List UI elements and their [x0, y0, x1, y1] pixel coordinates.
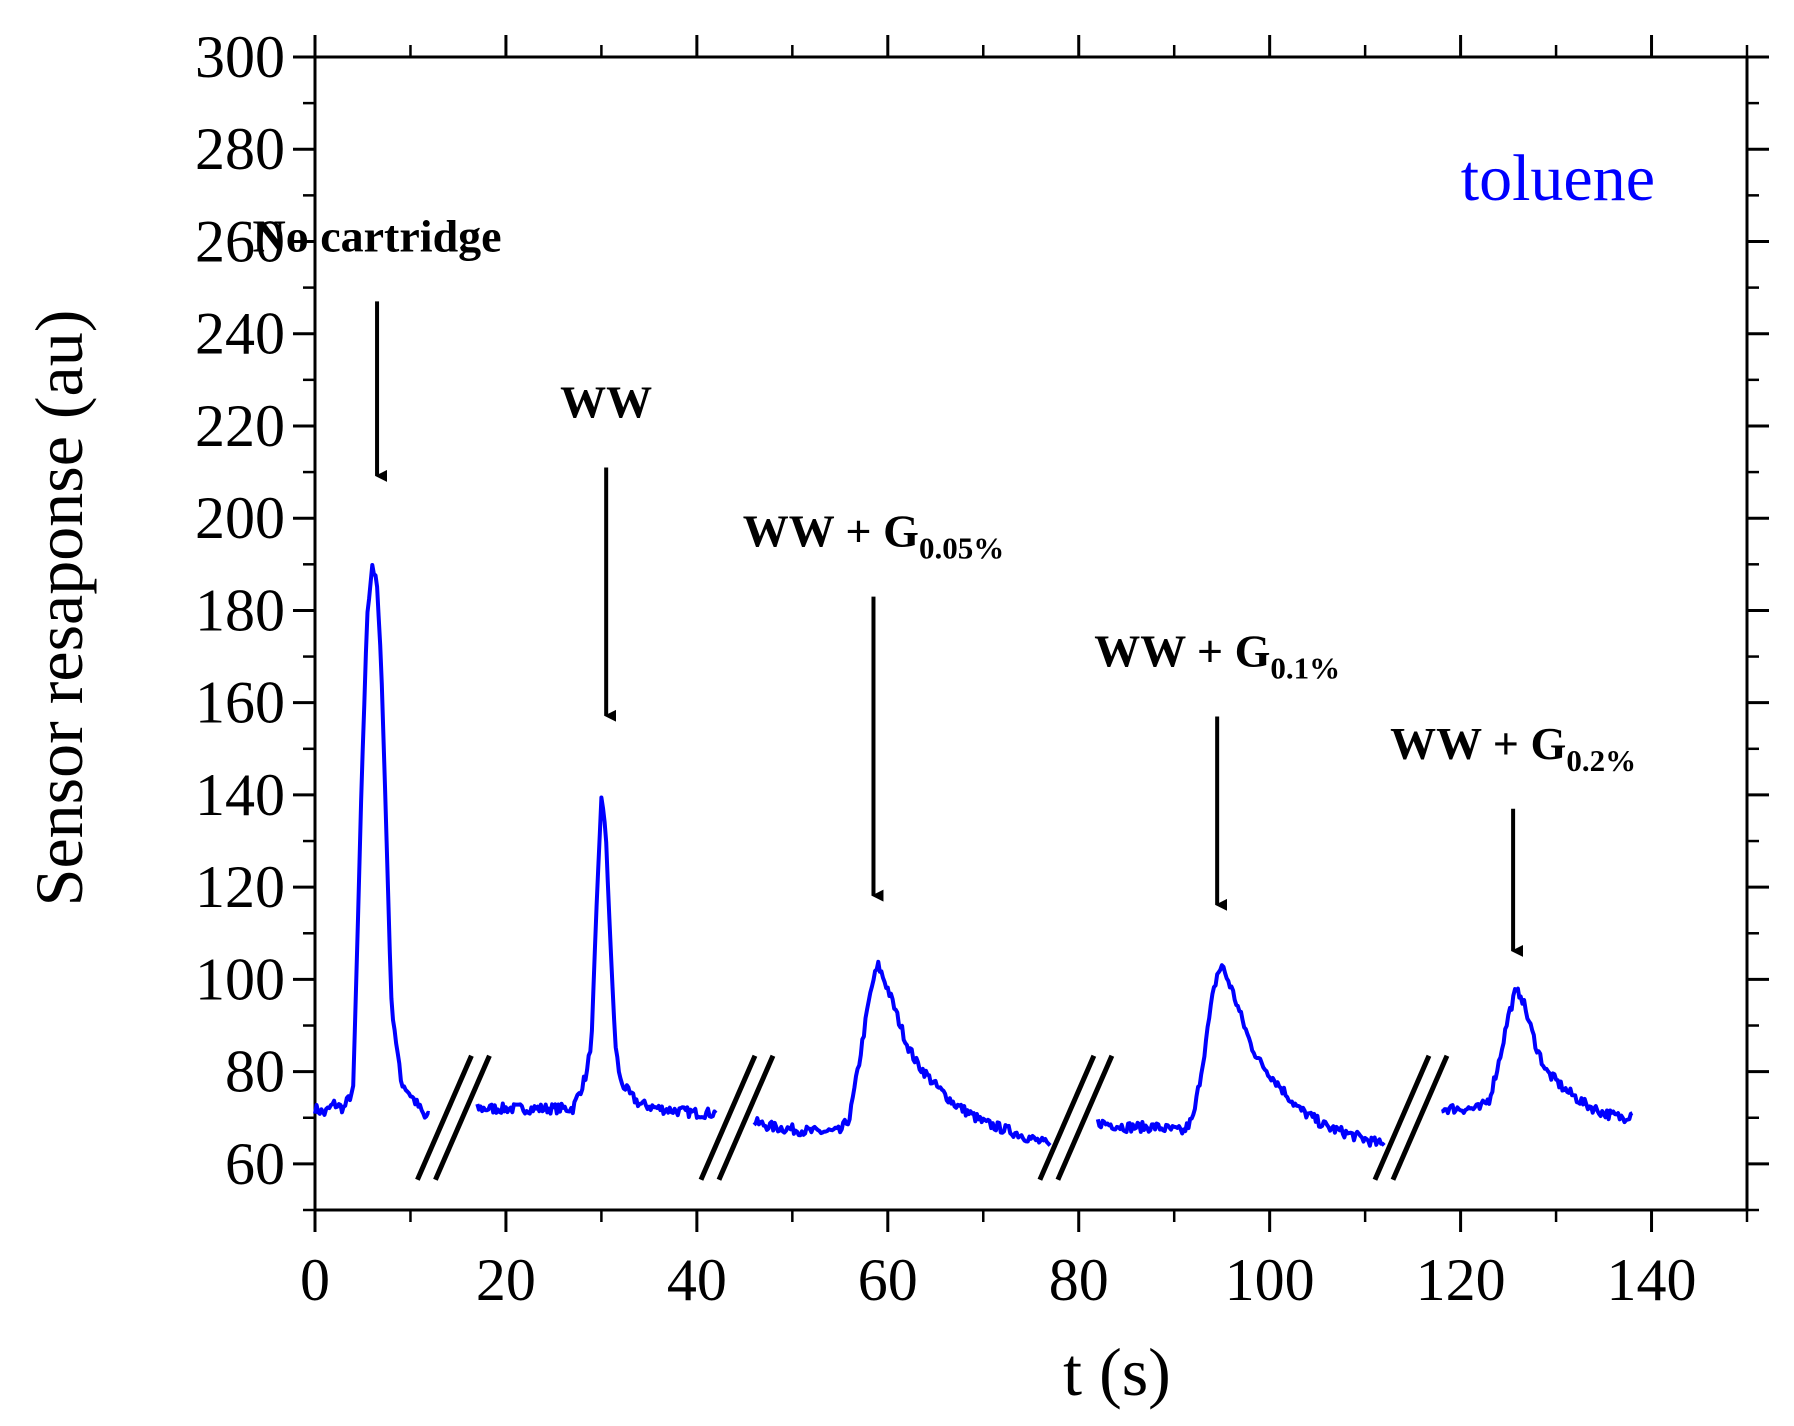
- plot-border: [313, 55, 1749, 1212]
- annotation-subscript: 0.05%: [919, 531, 1004, 566]
- x-tick-label: 140: [1607, 1247, 1697, 1313]
- y-tick-label: 100: [195, 946, 285, 1012]
- x-tick-label: 80: [1049, 1247, 1109, 1313]
- y-tick-label: 300: [195, 24, 285, 90]
- series-layer: [313, 563, 1634, 1148]
- y-tick-label: 200: [195, 485, 285, 551]
- annotation-main-text: WW + G: [743, 506, 919, 557]
- series-line-segment: [475, 795, 718, 1121]
- axis-break-slash: [1037, 1054, 1097, 1181]
- x-tick-label: 120: [1416, 1247, 1506, 1313]
- x-axis-title: t (s): [1063, 1334, 1171, 1410]
- axis-break-slash: [1055, 1054, 1115, 1181]
- axis-break-slash: [1372, 1054, 1432, 1181]
- y-tick-label: 160: [195, 670, 285, 736]
- x-tick-label: 0: [300, 1247, 330, 1313]
- y-tick-label: 120: [195, 854, 285, 920]
- y-tick-label: 260: [195, 208, 285, 274]
- annotation-label: WW: [560, 376, 652, 427]
- axis-break-slash: [716, 1054, 776, 1181]
- annotation-subscript: 0.1%: [1270, 651, 1340, 686]
- x-axis-ticks: 0 20 40 60 80 100 120 140: [300, 35, 1749, 1313]
- axis-break-layer: [415, 1054, 1450, 1181]
- annotation-main-text: WW + G: [1390, 718, 1566, 769]
- y-tick-label: 140: [195, 762, 285, 828]
- x-tick-label: 100: [1225, 1247, 1315, 1313]
- y-tick-label: 60: [225, 1131, 285, 1197]
- annotation-main-text: WW + G: [1094, 626, 1270, 677]
- annotation-subscript: 0.2%: [1566, 743, 1636, 778]
- y-tick-label: 280: [195, 116, 285, 182]
- legend-label-toluene: toluene: [1461, 142, 1655, 215]
- annotation-label: WW + G0.1%: [1094, 626, 1340, 686]
- y-tick-label: 180: [195, 577, 285, 643]
- plot-frame: [313, 55, 1749, 1212]
- series-line-segment: [1441, 986, 1634, 1125]
- y-tick-label: 240: [195, 301, 285, 367]
- axis-break-slash: [698, 1054, 758, 1181]
- series-line-segment: [313, 563, 430, 1120]
- y-axis-ticks: 60 80 100 120 140 160 180 200 220 240 260 280 300: [195, 24, 1769, 1212]
- axis-break-slash: [433, 1054, 492, 1181]
- x-tick-label: 40: [667, 1247, 727, 1313]
- series-line-segment: [752, 959, 1052, 1147]
- annotation-main-text: WW: [560, 376, 652, 427]
- y-tick-label: 80: [225, 1039, 285, 1105]
- x-tick-label: 20: [476, 1247, 536, 1313]
- annotation-label: WW + G0.2%: [1390, 718, 1636, 778]
- y-tick-label: 220: [195, 393, 285, 459]
- annotation-main-text: No cartridge: [253, 210, 502, 261]
- annotation-label: WW + G0.05%: [743, 506, 1004, 566]
- axis-break-slash: [1390, 1054, 1450, 1181]
- axis-break-slash: [415, 1054, 474, 1181]
- series-line-segment: [1095, 963, 1386, 1148]
- y-axis-title: Sensor resaponse (au): [21, 310, 97, 907]
- x-tick-label: 60: [858, 1247, 918, 1313]
- annotation-label: No cartridge: [253, 210, 502, 261]
